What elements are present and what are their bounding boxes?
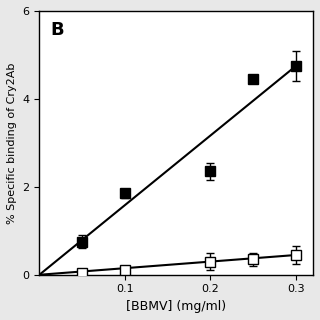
Text: B: B: [50, 21, 64, 39]
X-axis label: [BBMV] (mg/ml): [BBMV] (mg/ml): [126, 300, 226, 313]
Y-axis label: % Specific binding of Cry2Ab: % Specific binding of Cry2Ab: [7, 62, 17, 224]
